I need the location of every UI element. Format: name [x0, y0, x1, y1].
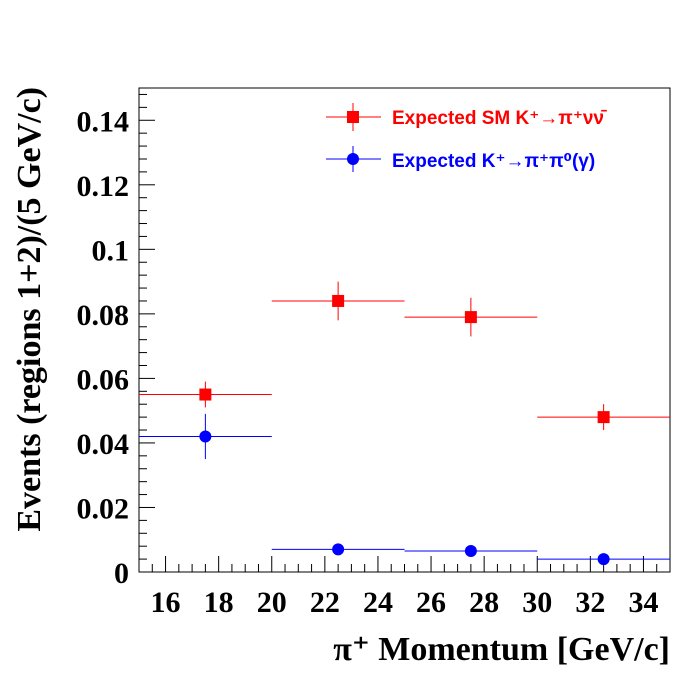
y-tick-label: 0.04: [77, 428, 130, 461]
y-axis-title: Events (regions 1+2)/(5 GeV/c): [11, 87, 48, 532]
y-tick-label: 0: [114, 557, 129, 590]
x-tick-label: 32: [575, 586, 605, 619]
axis-ticks: [138, 93, 671, 573]
y-tick-label: 0.02: [77, 492, 130, 525]
y-tick-label: 0.08: [77, 299, 130, 332]
x-tick-label: 16: [151, 586, 181, 619]
x-tick-label: 20: [257, 586, 287, 619]
x-tick-label: 22: [310, 586, 340, 619]
legend: Expected SM K⁺→π⁺νν̄ Expected K⁺→π⁺π⁰(γ): [326, 103, 607, 172]
data-point-circle: [199, 430, 212, 443]
x-tick-label: 24: [363, 586, 393, 619]
x-tick-label: 30: [522, 586, 552, 619]
y-tick-label: 0.06: [77, 363, 130, 396]
legend-pipi0-marker: [347, 153, 359, 165]
x-tick-label: 28: [469, 586, 499, 619]
data-point-square: [332, 294, 345, 307]
legend-entry-pipi0: Expected K⁺→π⁺π⁰(γ): [326, 146, 595, 172]
x-axis-title: π⁺ Momentum [GeV/c]: [333, 631, 670, 668]
data-point-square: [199, 388, 212, 401]
data-point-square: [597, 411, 610, 424]
x-tick-label: 26: [416, 586, 446, 619]
data-point-circle: [464, 545, 477, 558]
y-tick-label: 0.14: [77, 105, 130, 138]
y-tick-label: 0.1: [92, 234, 130, 267]
data-point-circle: [597, 553, 610, 566]
x-tick-label: 18: [204, 586, 234, 619]
series-1: [139, 413, 670, 566]
legend-pipi0-label: Expected K⁺→π⁺π⁰(γ): [392, 151, 595, 172]
legend-sm-marker: [347, 111, 359, 123]
y-tick-label: 0.12: [77, 170, 130, 203]
data-point-square: [464, 311, 477, 324]
data-point-circle: [332, 543, 345, 556]
legend-entry-sm: Expected SM K⁺→π⁺νν̄: [326, 103, 607, 131]
series-layer: [139, 281, 670, 566]
tick-labels: 16 18 20 22 24 26 28 30 32 34 0 0.02 0.04 0.06 0.08 0.1…: [77, 105, 659, 619]
legend-sm-label: Expected SM K⁺→π⁺νν̄: [392, 108, 607, 129]
series-0: [139, 281, 670, 431]
x-tick-label: 34: [628, 586, 658, 619]
